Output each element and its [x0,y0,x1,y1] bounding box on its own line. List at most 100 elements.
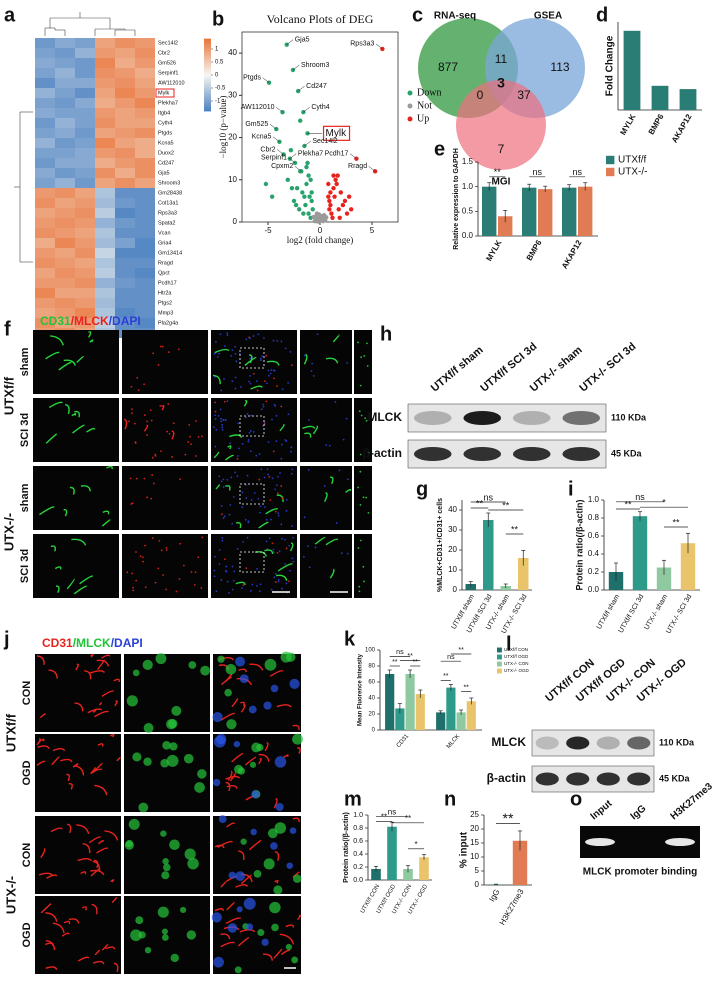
vessel [292,724,300,731]
y-tick-label: 0 [233,217,238,226]
cell [264,658,277,671]
vessel [50,335,64,346]
point-label: Shroom3 [301,62,330,69]
y-tick-label: 0.2 [588,567,600,576]
cell [171,705,182,716]
point [338,190,343,195]
cell [201,435,203,438]
vessel [143,424,149,432]
cell [179,478,181,481]
cell [289,827,297,835]
vessel [98,839,104,845]
x-tick-label: CD31 [396,733,411,749]
heat-cell [135,308,155,318]
region-count: 37 [517,88,531,102]
heat-cell [95,168,115,178]
vessel [40,903,52,914]
cell [234,376,237,379]
vessel [269,670,284,677]
cell [130,385,133,388]
heat-cell [115,248,135,258]
heat-cell [35,38,55,48]
legend-marker [407,116,413,122]
cell [273,885,283,895]
cell [292,537,294,539]
cell [213,569,216,572]
cell [358,585,361,588]
cell [246,923,254,931]
legend-marker [407,103,413,109]
cell [277,475,279,478]
y-tick-label: 10 [228,175,237,184]
cell [128,818,140,830]
cell [270,684,279,693]
vessel [329,476,334,485]
band [535,736,559,750]
vessel [84,670,92,680]
cell [274,756,287,768]
cell [144,586,147,589]
point [302,194,307,199]
cell [131,408,133,411]
y-tick-label: 0.0 [353,877,363,884]
cell [184,453,187,456]
y-tick-label: 0.4 [353,851,363,858]
cell [223,558,226,561]
vessel [48,669,58,679]
heat-cell [95,318,115,328]
row-label: Ptgs2 [158,300,172,306]
cell [237,767,246,775]
x-tick-label: MLCK [446,733,461,750]
cell [151,474,154,476]
bar [395,708,405,730]
heat-cell [35,318,55,328]
vessel [97,659,105,670]
gel-band [665,838,695,846]
lane-label: UTXf/f sham [429,344,486,395]
cell [178,577,181,580]
heat-cell [75,208,95,218]
cell [220,480,223,483]
leader [276,107,283,113]
legend-swatch [606,167,615,177]
y-axis-label: Protein ratio(/β-actin) [343,812,350,883]
vessel [67,823,72,834]
y-tick-label: 40 [448,505,457,514]
cell [213,352,216,355]
cell [218,563,221,565]
band [463,411,502,425]
point-label: Cpxm2 [271,163,293,170]
caption: MLCK promoter binding [583,867,697,878]
cell [233,570,236,573]
heat-cell [115,98,135,108]
bar [483,520,494,590]
x-tick-label: UTXf/f SCI 3d [618,593,646,634]
vessel [274,879,279,884]
cell [161,345,164,348]
cell [165,546,168,549]
cell [230,354,233,357]
heat-cell [55,48,75,58]
cell [225,663,237,675]
heat-cell [75,178,95,188]
row-label: Gm526 [158,60,176,66]
row-label: Cd247 [158,160,174,166]
heat-cell [35,198,55,208]
cell [280,405,283,408]
point [344,211,350,216]
panel-label: j [3,628,10,650]
cell [222,517,225,519]
stain-part: /MLCK [71,314,109,328]
cell [256,585,258,587]
heat-cell [135,248,155,258]
heat-cell [35,148,55,158]
vessel [229,772,236,782]
leader [294,166,302,172]
y-tick-label: 0.0 [462,231,474,240]
y-tick-label: 0.8 [588,513,600,522]
vessel [226,784,238,789]
point-label: Rragd [348,163,367,170]
cell [270,518,272,521]
cell [132,669,140,677]
cell [130,503,133,505]
